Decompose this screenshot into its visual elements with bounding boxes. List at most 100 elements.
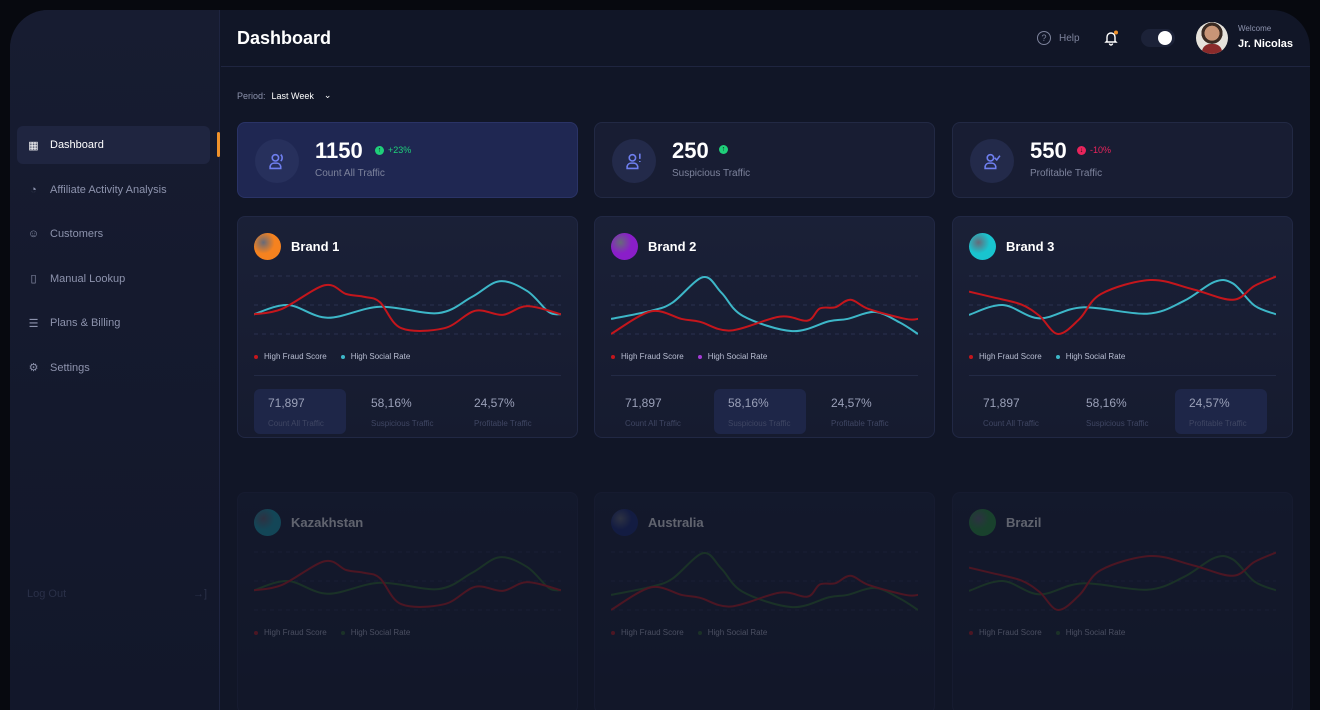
legend-dot <box>340 354 345 359</box>
fraud-series-line <box>969 551 1276 611</box>
chart-legend: High Fraud Score High Social Rate <box>254 352 410 361</box>
card-stat-value: 71,897 <box>625 396 662 410</box>
header: Dashboard ? Help Welcome Jr. Nicolas <box>221 10 1310 67</box>
card-stat-label: Count All Traffic <box>625 419 681 428</box>
stat-card[interactable]: 250 ↑ Suspicious Traffic <box>594 122 935 198</box>
sidebar-item-label: Settings <box>50 361 90 374</box>
line-chart <box>969 275 1276 335</box>
brand-card: Brand 2 High Fraud Score High Social Rate 7… <box>594 216 935 438</box>
fraud-series-line <box>611 298 918 335</box>
smile-icon: ☺ <box>27 228 40 240</box>
arrow-up-icon: ↑ <box>375 145 384 155</box>
legend-item-social: High Social Rate <box>1055 352 1126 361</box>
card-stat[interactable]: 58,16% Suspicious Traffic <box>1072 389 1164 434</box>
legend-dot <box>254 630 258 635</box>
app-window: Log Out →] ▦ Dashboard ◔ Affiliate Activity … <box>10 10 1310 710</box>
sidebar-item-dashboard[interactable]: ▦ Dashboard <box>17 126 210 164</box>
period-selector[interactable]: Period: Last Week ⌄ <box>237 90 331 101</box>
fraud-series-line <box>969 275 1276 335</box>
help-button[interactable]: ? Help <box>1037 31 1080 45</box>
brand-card: Brand 3 High Fraud Score High Social Rate 7… <box>952 216 1293 438</box>
social-series-line <box>969 555 1276 596</box>
stat-change-text: -10% <box>1090 145 1112 155</box>
line-chart <box>254 551 561 611</box>
legend-label: High Fraud Score <box>264 352 327 361</box>
card-stat-label: Profitable Traffic <box>1189 419 1247 428</box>
card-stat[interactable]: 24,57% Profitable Traffic <box>817 389 909 434</box>
line-chart <box>969 551 1276 611</box>
card-stat-value: 24,57% <box>1189 396 1230 410</box>
sidebar-item-customers[interactable]: ☺ Customers <box>17 215 210 253</box>
grid-icon: ▦ <box>28 139 39 152</box>
sidebar-item-settings[interactable]: ⚙ Settings <box>17 349 210 387</box>
stat-value: 550 <box>1030 138 1067 163</box>
chevron-down-icon: ⌄ <box>323 90 332 100</box>
chart-legend: High Fraud Score High Social Rate <box>611 352 767 361</box>
card-stat-value: 71,897 <box>268 396 305 410</box>
chart-legend: High Fraud Score High Social Rate <box>969 628 1125 637</box>
stat-value: 250 <box>672 138 709 163</box>
bell-icon[interactable] <box>1103 30 1119 46</box>
sidebar-item-label: Customers <box>50 228 104 240</box>
users-icon <box>255 139 299 183</box>
legend-label: High Fraud Score <box>979 628 1042 637</box>
card-stat[interactable]: 71,897 Count All Traffic <box>254 389 346 434</box>
chart-legend: High Fraud Score High Social Rate <box>969 352 1125 361</box>
legend-item-social: High Social Rate <box>340 352 410 361</box>
card-stat-value: 58,16% <box>728 396 769 410</box>
legend-label: High Social Rate <box>350 628 411 637</box>
stat-card[interactable]: 1150 ↑ +23% Count All Traffic <box>237 122 578 198</box>
legend-label: High Social Rate <box>1065 628 1126 637</box>
gear-icon: ⚙ <box>28 362 39 374</box>
card-stat-value: 24,57% <box>831 396 872 410</box>
card-stat[interactable]: 58,16% Suspicious Traffic <box>714 389 806 434</box>
help-icon: ? <box>1037 31 1051 45</box>
sidebar-item-manual-lookup[interactable]: ▯ Manual Lookup <box>17 260 210 298</box>
legend-item-social: High Social Rate <box>1055 628 1126 637</box>
card-stat-value: 71,897 <box>983 396 1020 410</box>
card-stat[interactable]: 71,897 Count All Traffic <box>969 389 1061 434</box>
card-stat-label: Suspicious Traffic <box>371 419 434 428</box>
legend-item-social: High Social Rate <box>340 628 411 637</box>
card-stat[interactable]: 24,57% Profitable Traffic <box>460 389 552 434</box>
line-chart <box>611 551 918 611</box>
social-series-line <box>611 552 918 611</box>
legend-dot <box>969 630 973 635</box>
stat-change: ↑ <box>719 145 732 154</box>
social-series-line <box>254 556 561 595</box>
logout-button[interactable]: Log Out →] <box>27 588 207 600</box>
brand-name: Brand 1 <box>291 239 340 254</box>
brand-logo <box>969 509 996 536</box>
card-stat-label: Count All Traffic <box>268 419 324 428</box>
avatar[interactable] <box>1196 22 1228 54</box>
theme-toggle[interactable] <box>1141 29 1175 47</box>
arrow-up-icon: ↑ <box>719 145 728 154</box>
sidebar-item-affiliate-activity-analysis[interactable]: ◔ Affiliate Activity Analysis <box>17 171 210 209</box>
legend-label: High Fraud Score <box>264 628 327 637</box>
stat-change: ↑ +23% <box>375 145 411 155</box>
card-stat-label: Profitable Traffic <box>831 419 889 428</box>
stat-card[interactable]: 550 ↓ -10% Profitable Traffic <box>952 122 1293 198</box>
legend-label: High Fraud Score <box>979 352 1042 361</box>
legend-item-fraud: High Fraud Score <box>254 352 327 361</box>
legend-dot <box>1055 630 1060 635</box>
chart-legend: High Fraud Score High Social Rate <box>254 628 410 637</box>
divider <box>969 375 1276 376</box>
fraud-series-line <box>254 559 561 608</box>
card-stat[interactable]: 58,16% Suspicious Traffic <box>357 389 449 434</box>
legend-label: High Social Rate <box>1065 352 1126 361</box>
sidebar-item-plans-billing[interactable]: ☰ Plans & Billing <box>17 304 210 342</box>
brand-card: Australia High Fraud Score High Social Rat… <box>594 492 935 710</box>
brand-card: Brand 1 High Fraud Score High Social Rate 7… <box>237 216 578 438</box>
brand-name: Brand 3 <box>1006 239 1055 254</box>
divider <box>254 375 561 376</box>
legend-dot <box>969 354 973 359</box>
legend-item-fraud: High Fraud Score <box>969 352 1042 361</box>
brand-card: Kazakhstan High Fraud Score High Social Ra… <box>237 492 578 710</box>
card-stat-label: Suspicious Traffic <box>728 419 791 428</box>
brand-name: Kazakhstan <box>291 515 364 530</box>
card-stat[interactable]: 71,897 Count All Traffic <box>611 389 703 434</box>
card-stat[interactable]: 24,57% Profitable Traffic <box>1175 389 1267 434</box>
divider <box>611 375 918 376</box>
fraud-series-line <box>254 283 561 332</box>
